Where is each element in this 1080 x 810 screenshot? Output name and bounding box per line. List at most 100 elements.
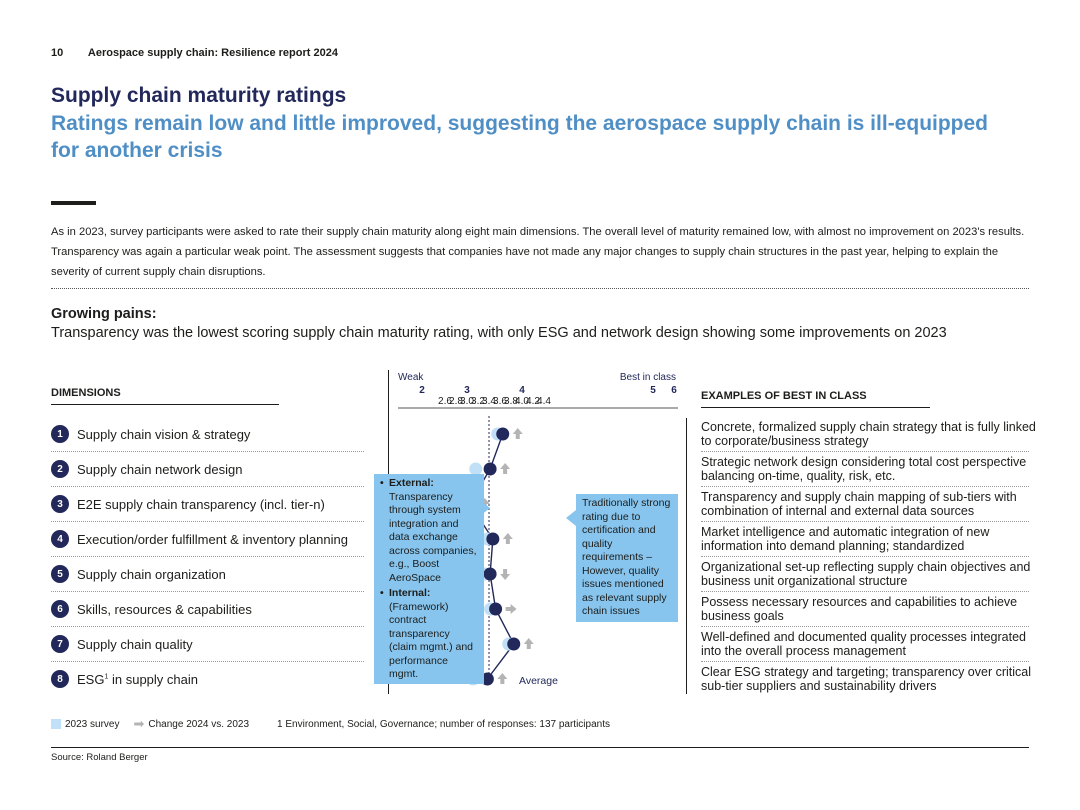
page-header: 10 Aerospace supply chain: Resilience re… [51,47,338,59]
row-separator [51,626,364,627]
legend-swatch-2023 [51,719,61,729]
legend-label-change: Change 2024 vs. 2023 [148,718,250,730]
maturity-rating-chart: Weak Best in class 123456 2.62.83.03.23.… [398,372,678,687]
footnote-marker: 1 [104,673,109,681]
point-2024 [507,637,521,651]
major-tick-label: 3 [464,385,470,396]
callout-quality: Traditionally strong rating due to certi… [576,494,678,622]
row-separator [51,661,364,662]
example-separator [701,486,1029,487]
rating-profile [458,427,534,686]
dimension-number-badge: 8 [51,670,69,688]
change-arrow-icon [497,673,508,684]
dimension-number-badge: 2 [51,460,69,478]
minor-tick-label: 3.4 [482,396,496,407]
major-tick-labels: 123456 [419,385,677,396]
example-separator [701,451,1029,452]
example-item: Strategic network design considering tot… [701,455,1027,483]
section-divider [51,288,1029,289]
dimension-label: ESG1 in supply chain [77,672,198,687]
legend: 2023 survey ➡ Change 2024 vs. 2023 1 Env… [51,716,610,732]
minor-tick-label: 4.0 [515,396,529,407]
section-heading: Growing pains: [51,306,157,322]
example-item: Market intelligence and automatic integr… [701,525,990,553]
dimension-label: Supply chain quality [77,636,193,652]
example-separator [701,521,1029,522]
example-item: Clear ESG strategy and targeting; transp… [701,665,1032,693]
point-2024 [483,462,497,476]
dimension-number-badge: 1 [51,425,69,443]
dimension-row: 5 Supply chain organization [51,563,226,585]
dimensions-header: DIMENSIONS [51,387,121,399]
change-arrow-icon [500,463,511,474]
example-item: Organizational set-up reflecting supply … [701,560,1031,588]
dimension-row: 7 Supply chain quality [51,633,193,655]
change-arrow-icon [523,638,534,649]
point-2024 [483,567,497,581]
minor-tick-label: 3.6 [493,396,507,407]
footer-rule [51,747,1029,748]
point-2023 [469,462,483,476]
page-subtitle: Ratings remain low and little improved, … [51,112,989,162]
callout-internal-title: Internal: [389,587,431,599]
point-2024 [496,427,510,441]
intro-paragraph: As in 2023, survey participants were ask… [51,226,1025,278]
point-2024 [489,602,503,616]
example-item: Concrete, formalized supply chain strate… [701,420,1036,448]
major-tick-label: 2 [419,385,425,396]
dimension-label: Skills, resources & capabilities [77,601,252,617]
point-2024 [486,532,500,546]
examples-divider [686,418,687,694]
row-separator [51,591,364,592]
dimension-label: Supply chain vision & strategy [77,426,251,442]
minor-tick-label: 2.8 [449,396,463,407]
major-tick-label: 5 [650,385,656,396]
example-item: Transparency and supply chain mapping of… [701,490,1017,518]
change-arrow-icon [512,428,523,439]
dimension-row: 3 E2E supply chain transparency (incl. t… [51,493,325,515]
dimension-number-badge: 4 [51,530,69,548]
dimension-label: Execution/order fulfillment & inventory … [77,531,348,547]
minor-tick-labels: 2.62.83.03.23.43.63.84.04.24.4 [438,396,551,407]
title-rule [51,201,96,205]
change-arrow-icon [500,569,511,580]
row-separator [51,521,364,522]
dimension-row: 4 Execution/order fulfillment & inventor… [51,528,348,550]
change-arrow-icon [502,533,513,544]
examples-header-rule [701,407,930,408]
dimensions-header-rule [51,404,279,405]
dimension-label: E2E supply chain transparency (incl. tie… [77,496,325,512]
legend-label-2023: 2023 survey [65,718,120,730]
dimension-row: 1 Supply chain vision & strategy [51,423,250,445]
average-label: Average [519,675,558,687]
change-arrow-icon [505,604,517,614]
minor-tick-label: 3.2 [471,396,485,407]
point-2024 [480,672,494,686]
example-item: Possess necessary resources and capabili… [701,595,1018,623]
dimension-number-badge: 5 [51,565,69,583]
section-subheading: Transparency was the lowest scoring supp… [51,325,947,341]
dimension-label-esg: ESG [77,671,105,687]
footnote: 1 Environment, Social, Governance; numbe… [277,718,610,730]
minor-tick-label: 3.0 [460,396,474,407]
example-item: Well-defined and documented quality proc… [701,630,1026,658]
page-title: Supply chain maturity ratings [51,84,347,107]
dimension-label: Supply chain organization [77,566,226,582]
dimension-number-badge: 6 [51,600,69,618]
dimension-label-suffix: in supply chain [108,671,198,687]
dimension-row: 8 ESG1 in supply chain [51,668,198,690]
row-separator [51,486,364,487]
source-note: Source: Roland Berger [51,752,148,763]
callout-external-title: External: [389,477,434,489]
minor-tick-label: 4.2 [526,396,540,407]
callout-external-text: Transparency through system integration … [389,490,477,584]
minor-tick-label: 3.8 [504,396,518,407]
dimension-number-badge: 3 [51,495,69,513]
minor-tick-label: 2.6 [438,396,452,407]
callout-internal-text: (Framework) contract transparency (claim… [389,600,474,681]
example-separator [701,556,1029,557]
example-separator [701,626,1029,627]
callout-transparency: External:Transparency through system int… [374,474,484,684]
report-title: Aerospace supply chain: Resilience repor… [87,47,338,59]
page-number: 10 [51,47,64,59]
